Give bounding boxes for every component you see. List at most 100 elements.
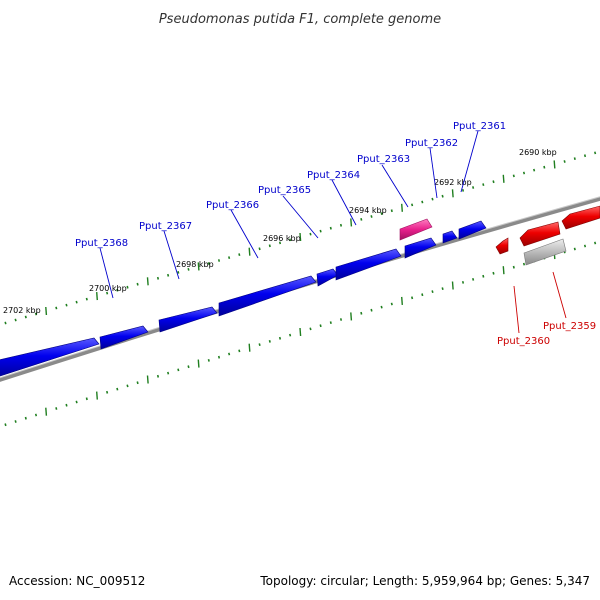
outer-tick bbox=[24, 315, 27, 319]
gene-label[interactable]: Pput_2368 bbox=[75, 238, 128, 249]
outer-tick bbox=[553, 160, 556, 169]
inner-tick bbox=[45, 407, 48, 416]
scale-label-2690: 2690 kbp bbox=[519, 148, 557, 157]
inner-tick bbox=[594, 241, 597, 245]
inner-tick bbox=[512, 265, 515, 269]
outer-tick bbox=[228, 256, 231, 259]
gene-arrow-pput-2363[interactable] bbox=[404, 237, 437, 259]
gene-arrow-pput-2364[interactable] bbox=[335, 248, 402, 281]
inner-tick bbox=[187, 365, 190, 369]
outer-tick bbox=[289, 238, 292, 242]
gene-label[interactable]: Pput_2363 bbox=[357, 154, 410, 165]
inner-tick bbox=[96, 391, 98, 400]
inner-tick bbox=[75, 400, 78, 404]
outer-tick bbox=[390, 209, 393, 213]
inner-tick bbox=[461, 281, 465, 284]
scale-label-2692: 2692 kbp bbox=[434, 178, 472, 187]
outer-tick bbox=[4, 321, 7, 325]
inner-tick bbox=[522, 262, 526, 266]
outer-tick bbox=[45, 306, 48, 316]
outer-tick bbox=[482, 183, 485, 186]
inner-tick bbox=[106, 390, 109, 394]
inner-tick bbox=[258, 343, 261, 346]
inner-tick bbox=[4, 423, 7, 427]
inner-tick bbox=[65, 403, 68, 407]
outer-tick bbox=[85, 297, 88, 301]
gene-label[interactable]: Pput_2365 bbox=[258, 185, 311, 196]
gene-label[interactable]: Pput_2360 bbox=[497, 336, 550, 347]
feature-gray[interactable] bbox=[523, 238, 567, 266]
scale-ticks-outer bbox=[4, 151, 597, 325]
gene-labels: Pput_2361 Pput_2362 Pput_2363 Pput_2364 … bbox=[75, 121, 596, 347]
gene-label[interactable]: Pput_2359 bbox=[543, 321, 596, 332]
outer-tick bbox=[492, 180, 495, 184]
forward-strand-genes bbox=[0, 218, 487, 378]
inner-tick bbox=[207, 359, 210, 362]
outer-tick bbox=[543, 165, 546, 169]
inner-tick bbox=[24, 416, 27, 420]
inner-tick bbox=[472, 278, 475, 281]
outer-tick bbox=[75, 300, 78, 304]
inner-tick bbox=[492, 271, 495, 275]
gene-arrow-pput-2360[interactable] bbox=[495, 237, 509, 255]
outer-tick bbox=[14, 318, 17, 322]
outer-tick bbox=[583, 154, 587, 158]
scale-label-2700: 2700 kbp bbox=[89, 284, 127, 293]
outer-tick bbox=[106, 291, 109, 295]
inner-tick bbox=[197, 359, 200, 368]
outer-tick bbox=[197, 262, 200, 271]
outer-tick bbox=[573, 157, 576, 160]
inner-tick bbox=[217, 355, 221, 359]
outer-tick bbox=[34, 312, 38, 316]
accession-text: Accession: NC_009512 bbox=[9, 574, 146, 588]
inner-tick bbox=[360, 311, 363, 315]
inner-tick bbox=[238, 349, 241, 353]
inner-tick bbox=[309, 327, 312, 331]
gene-label[interactable]: Pput_2367 bbox=[139, 221, 192, 232]
outer-tick bbox=[339, 223, 343, 227]
outer-tick bbox=[167, 273, 170, 277]
gene-arrow-pput-2358[interactable] bbox=[561, 205, 600, 230]
outer-tick bbox=[360, 218, 363, 221]
gene-label[interactable]: Pput_2364 bbox=[307, 170, 360, 181]
gene-label[interactable]: Pput_2366 bbox=[206, 200, 259, 211]
outer-tick bbox=[146, 277, 149, 286]
outer-tick bbox=[319, 229, 322, 233]
inner-tick bbox=[167, 371, 170, 375]
gene-label[interactable]: Pput_2361 bbox=[453, 121, 506, 132]
gene-arrow-pput-2366[interactable] bbox=[218, 275, 317, 317]
gene-arrow-pput-2362[interactable] bbox=[442, 230, 458, 244]
outer-tick bbox=[207, 262, 210, 265]
outer-tick bbox=[258, 247, 261, 251]
gene-arrow-pput-2368-b[interactable] bbox=[99, 325, 149, 350]
inner-tick bbox=[329, 321, 332, 324]
outer-tick bbox=[299, 232, 302, 242]
outer-tick bbox=[329, 226, 332, 230]
outer-tick bbox=[502, 174, 505, 183]
outer-tick bbox=[238, 253, 241, 256]
gene-arrow-highlighted[interactable] bbox=[399, 218, 433, 241]
map-title: Pseudomonas putida F1, complete genome bbox=[159, 12, 441, 27]
inner-tick bbox=[299, 327, 302, 337]
gene-arrow-pput-2359[interactable] bbox=[519, 221, 561, 247]
outer-tick bbox=[441, 194, 444, 198]
outer-tick bbox=[380, 212, 383, 215]
outer-tick bbox=[55, 306, 58, 310]
gene-label[interactable]: Pput_2362 bbox=[405, 138, 458, 149]
outer-tick bbox=[350, 218, 353, 227]
inner-tick bbox=[370, 308, 373, 312]
outer-tick bbox=[421, 200, 424, 204]
gene-arrow-pput-2361[interactable] bbox=[458, 220, 487, 240]
inner-tick bbox=[411, 296, 414, 300]
outer-tick bbox=[177, 271, 180, 274]
outer-tick bbox=[512, 174, 515, 178]
outer-tick bbox=[431, 197, 434, 201]
gene-arrow-pput-2367[interactable] bbox=[158, 306, 218, 333]
genome-stats-text: Topology: circular; Length: 5,959,964 bp… bbox=[260, 574, 590, 588]
inner-tick bbox=[421, 293, 424, 297]
outer-tick bbox=[563, 160, 566, 163]
gene-arrow-pput-2368[interactable] bbox=[0, 337, 100, 378]
outer-tick bbox=[268, 244, 271, 248]
outer-tick bbox=[522, 171, 526, 175]
